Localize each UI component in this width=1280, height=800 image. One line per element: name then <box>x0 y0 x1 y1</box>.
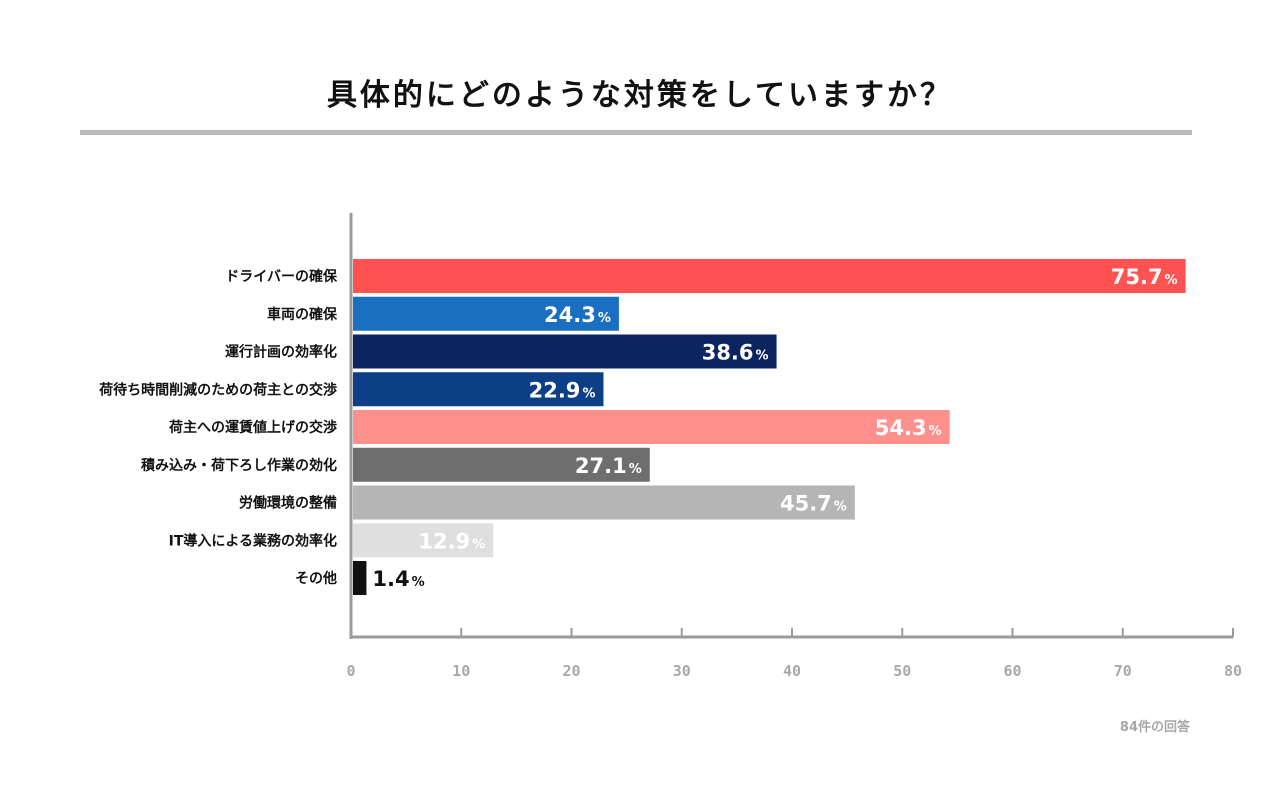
value-label-2: 24.3% <box>544 303 611 327</box>
value-label-3: 38.6% <box>702 341 769 365</box>
x-tick-label-10: 10 <box>452 662 470 680</box>
category-label-6: 積み込み・荷下ろし作業の効化 <box>140 457 337 474</box>
bar-6 <box>353 447 650 482</box>
bar-1 <box>353 259 1186 293</box>
x-tick-label-70: 70 <box>1114 662 1132 680</box>
value-label-4: 22.9% <box>529 378 596 402</box>
category-label-9: その他 <box>295 570 337 587</box>
value-label-5: 54.3% <box>875 416 942 440</box>
category-label-4: 荷待ち時間削減のための荷主との交渉 <box>98 381 337 398</box>
x-tick-label-30: 30 <box>673 662 691 680</box>
value-label-9: 1.4% <box>372 567 424 591</box>
x-tick-label-40: 40 <box>783 662 801 680</box>
x-tick-label-50: 50 <box>893 662 911 680</box>
category-label-2: 車両の確保 <box>267 306 338 323</box>
x-tick-label-80: 80 <box>1224 662 1242 680</box>
value-label-7: 45.7% <box>780 492 847 516</box>
category-label-3: 運行計画の効率化 <box>225 344 337 361</box>
response-count-note: 84件の回答 <box>1119 720 1190 735</box>
chart-title: 具体的にどのような対策をしていますか？ <box>326 78 954 113</box>
category-label-8: IT導入による業務の効率化 <box>169 532 337 549</box>
bar-8 <box>353 523 494 558</box>
value-label-6: 27.1% <box>575 454 642 478</box>
bar-7 <box>353 485 855 520</box>
value-label-1: 75.7% <box>1111 265 1178 289</box>
bar-5 <box>353 410 950 444</box>
value-label-8: 12.9% <box>418 529 485 553</box>
x-tick-label-20: 20 <box>562 662 580 680</box>
bar-3 <box>353 334 777 369</box>
bar-2 <box>353 296 619 331</box>
category-label-5: 荷主への運賃値上げの交渉 <box>168 419 337 436</box>
x-tick-label-60: 60 <box>1003 662 1021 680</box>
category-label-7: 労働環境の整備 <box>239 495 337 512</box>
x-tick-label-0: 0 <box>346 662 355 680</box>
bar-9 <box>353 561 367 595</box>
bar-4 <box>353 372 604 407</box>
category-label-1: ドライバーの確保 <box>225 268 338 285</box>
title-divider <box>80 130 1192 135</box>
